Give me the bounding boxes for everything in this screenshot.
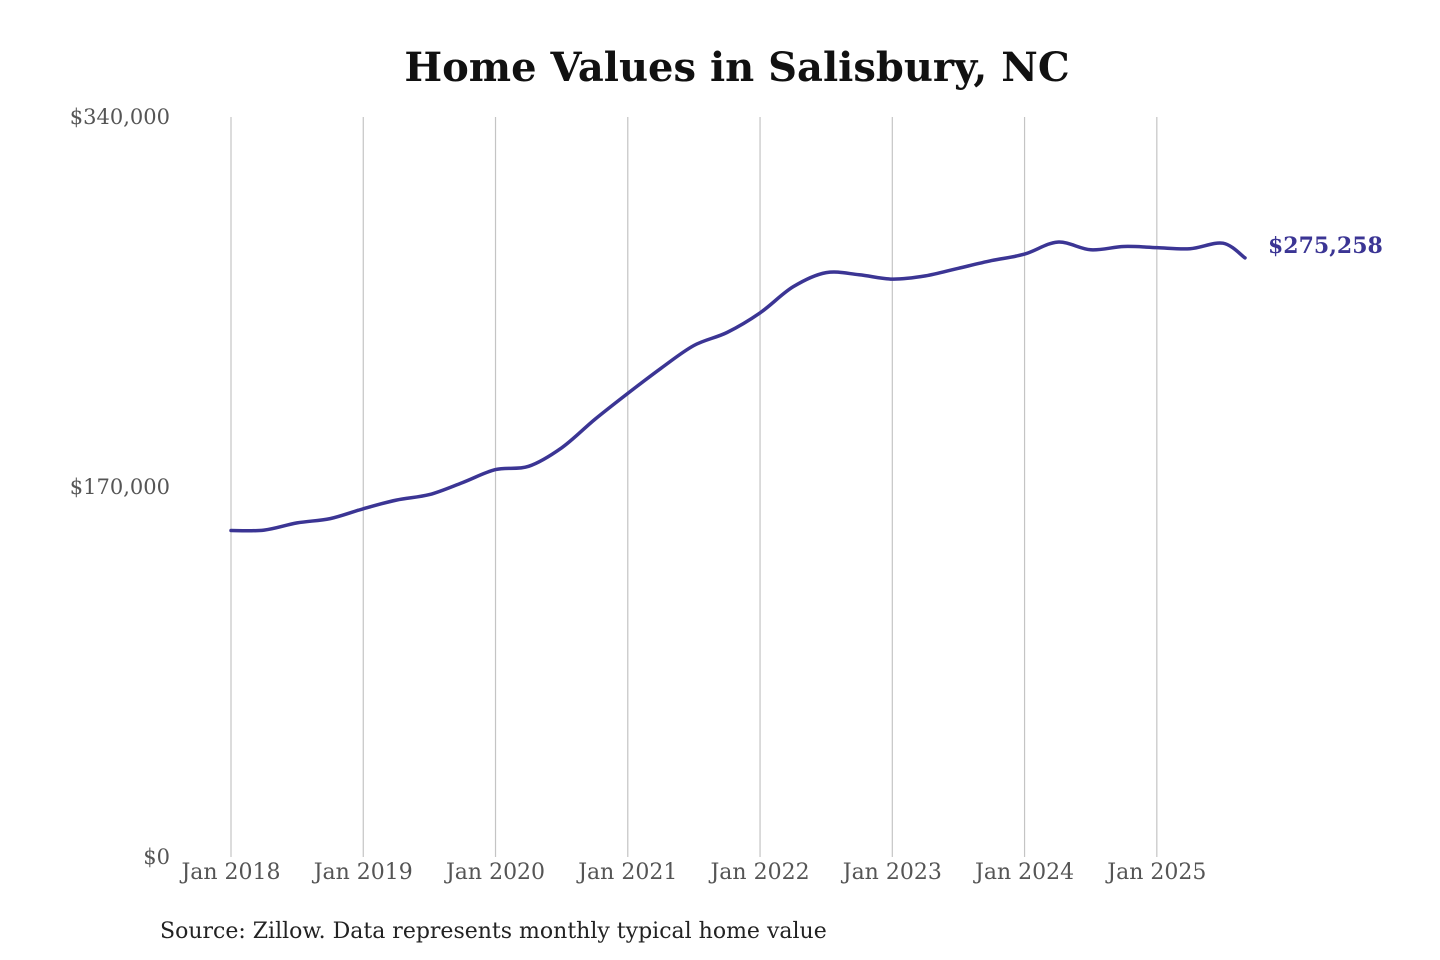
y-axis-tick-labels: $0 $170,000 $340,000 bbox=[70, 105, 170, 869]
x-tick-label: Jan 2019 bbox=[312, 860, 413, 885]
x-tick-label: Jan 2024 bbox=[973, 860, 1074, 885]
source-note: Source: Zillow. Data represents monthly … bbox=[160, 919, 827, 944]
x-tick-label: Jan 2021 bbox=[576, 860, 677, 885]
y-tick-label: $340,000 bbox=[70, 105, 170, 129]
x-tick-label: Jan 2022 bbox=[708, 860, 809, 885]
series-line-0 bbox=[229, 240, 1247, 533]
x-tick-label: Jan 2025 bbox=[1105, 860, 1206, 885]
y-tick-label: $0 bbox=[143, 845, 170, 869]
x-axis-tick-labels: Jan 2018 Jan 2019 Jan 2020 Jan 2021 Jan 2022… bbox=[179, 860, 1206, 885]
x-tick-label: Jan 2023 bbox=[841, 860, 942, 885]
x-tick-label: Jan 2020 bbox=[444, 860, 545, 885]
x-tick-label: Jan 2018 bbox=[179, 860, 280, 885]
series-layer bbox=[229, 240, 1247, 533]
y-tick-label: $170,000 bbox=[70, 475, 170, 499]
vertical-gridlines bbox=[230, 117, 1158, 857]
end-value-label: $275,258 bbox=[1268, 233, 1383, 259]
chart-title: Home Values in Salisbury, NC bbox=[404, 44, 1069, 91]
